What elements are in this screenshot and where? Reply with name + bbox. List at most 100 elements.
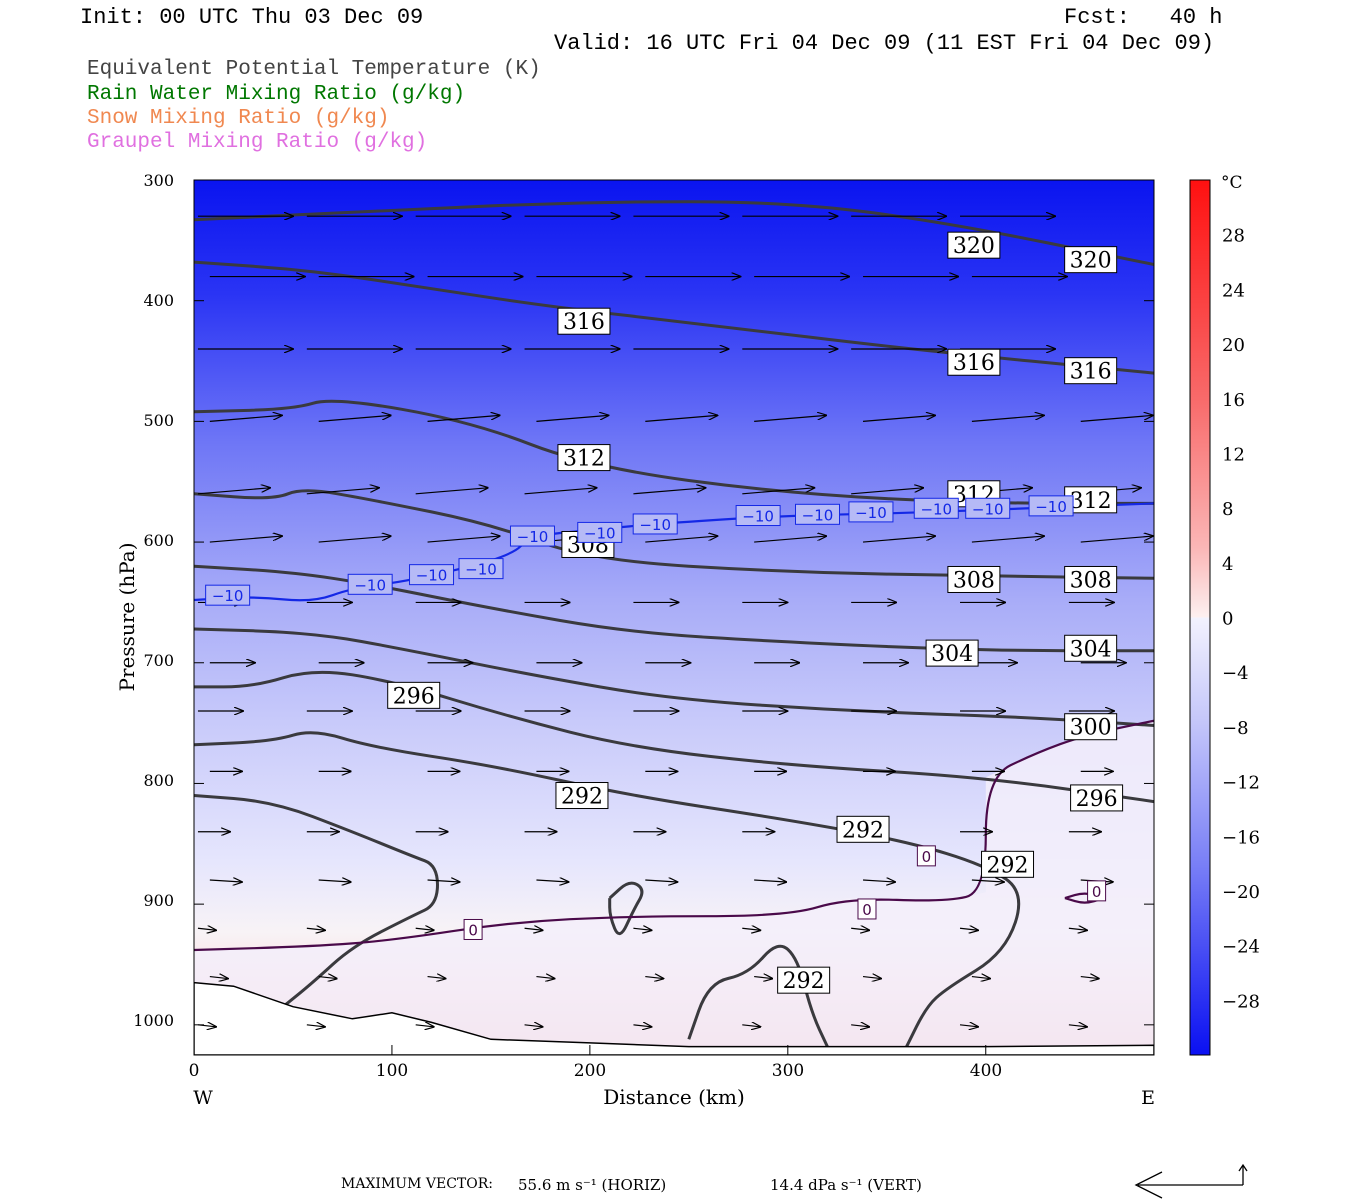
wind-vector (633, 928, 651, 930)
temperature-label: −10 (354, 576, 386, 594)
theta-e-label: 316 (953, 351, 995, 376)
wind-vector (209, 415, 282, 422)
wind-vector (971, 977, 990, 979)
wind-vector (536, 415, 608, 422)
temperature-label: −10 (517, 528, 549, 546)
theta-e-label: 304 (931, 642, 973, 667)
y-tick-1000: 1000 (133, 1011, 174, 1030)
plot-frame (193, 179, 1155, 1056)
temperature-label-box (965, 497, 1011, 519)
wind-vector (1080, 977, 1099, 979)
temperature-label: −10 (742, 508, 774, 526)
theta-e-label-box (925, 639, 979, 667)
theta-e-label-box (947, 565, 1001, 593)
colorbar-tick-label: 8 (1222, 499, 1233, 520)
max-vector-vert: 14.4 dPa s⁻¹ (VERT) (770, 1176, 922, 1194)
temperature-label: −10 (1035, 498, 1067, 516)
wind-vector (971, 415, 1044, 422)
theta-e-label: 300 (1070, 716, 1112, 741)
theta-e-label-box (836, 815, 890, 843)
x-tick-100: 100 (376, 1061, 408, 1081)
theta-e-label-box (1064, 713, 1118, 741)
temperature-label: −10 (920, 500, 952, 518)
theta-e-label-box (1064, 357, 1118, 385)
wind-vector (1080, 536, 1153, 543)
temperature-label-box (795, 503, 841, 525)
temperature-label-box (632, 513, 678, 535)
theta-e-label: 292 (987, 853, 1029, 878)
temperature-label-box (205, 584, 251, 606)
colorbar-tick-label: 0 (1222, 609, 1233, 630)
temperature-label: −10 (855, 504, 887, 522)
wind-vector (318, 977, 337, 979)
theta-e-label: 292 (842, 818, 884, 843)
wind-vector (318, 880, 351, 882)
valid-time: Valid: 16 UTC Fri 04 Dec 09 (11 EST Fri … (554, 31, 1215, 56)
wind-vector (971, 536, 1044, 543)
max-vector-caption: MAXIMUM VECTOR: (341, 1176, 493, 1192)
wind-vector (197, 488, 270, 495)
theta-e-label-box (947, 231, 1001, 259)
colorbar-tick-label: 4 (1222, 554, 1233, 575)
wind-vector (306, 488, 379, 495)
wind-vector (959, 1025, 978, 1027)
wind-vector (427, 880, 460, 882)
temperature-label: −10 (465, 561, 497, 579)
theta-e-label: 320 (953, 234, 995, 259)
temperature-label-box (458, 558, 504, 580)
theta-e-contour (608, 881, 644, 936)
wind-vector (862, 977, 881, 979)
theta-e-label: 316 (1070, 360, 1112, 385)
theta-e-label: 312 (1070, 489, 1112, 514)
temperature-label-box (913, 497, 959, 519)
theta-e-label: 312 (563, 447, 605, 472)
legend-theta-e: Equivalent Potential Temperature (K) (87, 58, 541, 81)
colorbar-tick-label: −28 (1222, 991, 1260, 1012)
wind-vector (851, 928, 869, 930)
y-tick-300: 300 (143, 171, 174, 190)
warm-region-shading (194, 720, 1154, 1055)
theta-e-label: 316 (563, 310, 605, 335)
wind-vector (971, 880, 1004, 882)
theta-e-contour (194, 794, 440, 1008)
temperature-label-box (463, 918, 483, 940)
max-vector-horiz: 55.6 m s⁻¹ (HORIZ) (518, 1176, 667, 1194)
wind-vector (427, 536, 500, 543)
y-tick-700: 700 (143, 651, 174, 670)
wind-vector (754, 880, 786, 882)
theta-e-contour (194, 260, 1154, 375)
theta-e-label-box (555, 782, 609, 810)
temperature-label: −10 (416, 567, 448, 585)
legend-graupel: Graupel Mixing Ratio (g/kg) (87, 131, 428, 154)
theta-e-label-box (1064, 565, 1118, 593)
theta-e-label: 296 (1076, 787, 1118, 812)
y-tick-400: 400 (143, 291, 174, 310)
temperature-label-box (916, 845, 936, 867)
wind-vector (645, 977, 663, 979)
legend-rain: Rain Water Mixing Ratio (g/kg) (87, 83, 466, 106)
wind-vector (318, 415, 391, 422)
init-time: Init: 00 UTC Thu 03 Dec 09 (80, 5, 424, 30)
wind-vector (742, 488, 814, 495)
theta-e-label-box (777, 966, 831, 994)
temperature-label-box (857, 898, 877, 920)
wind-vector (754, 536, 826, 543)
theta-e-label-box (557, 444, 611, 472)
theta-e-label: 308 (1070, 568, 1112, 593)
colorbar-tick-label: −12 (1222, 773, 1260, 794)
colorbar-tick-label: −24 (1222, 937, 1260, 958)
colorbar-tick-label: 20 (1222, 335, 1245, 356)
theta-e-label-box (1064, 634, 1118, 662)
y-tick-600: 600 (143, 531, 174, 550)
wind-vector (862, 415, 935, 422)
temperature-label-box (1087, 880, 1107, 902)
temperature-label-box (509, 525, 555, 547)
colorbar (1189, 179, 1211, 1056)
temperature-label: 0 (922, 848, 932, 866)
wind-vector (1080, 415, 1153, 422)
reference-vector-icon (1134, 1163, 1248, 1199)
temperature-label-box (848, 501, 894, 523)
temperature-label-box (735, 505, 781, 527)
wind-vector (862, 536, 935, 543)
